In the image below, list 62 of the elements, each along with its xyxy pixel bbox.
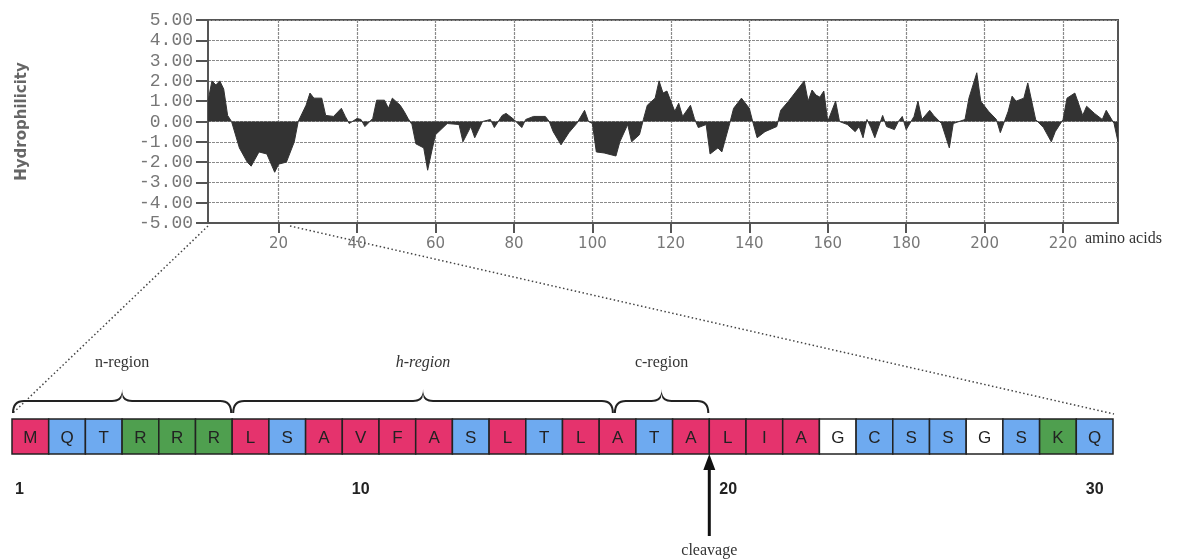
category-label: R [207, 427, 220, 447]
text: n-region [95, 353, 150, 371]
category-label: K [1052, 427, 1065, 447]
category-label: L [576, 427, 586, 447]
category-label: A [428, 427, 441, 447]
x-tick-label: 160 [813, 233, 843, 252]
category-label: G [977, 427, 992, 447]
x-tick-label: 40 [347, 233, 367, 252]
category-label: L [245, 427, 256, 447]
category-label: R [171, 427, 184, 447]
category-label: S [281, 427, 293, 447]
category-label: S [465, 427, 477, 447]
text: c-region [634, 353, 689, 371]
text: 20 [719, 480, 738, 497]
category-label: F [392, 427, 403, 447]
category-label: T [538, 427, 550, 447]
category-label: S [1015, 427, 1027, 447]
category-label: I [761, 427, 767, 447]
category-label: M [23, 427, 38, 447]
y-tick-label: 1.00 [149, 91, 193, 112]
y-tick-label: 3.00 [149, 50, 193, 71]
category-label: S [942, 427, 954, 447]
category-label: R [134, 427, 147, 447]
y-tick-label: 0.00 [149, 111, 193, 132]
x-tick-label: 200 [970, 233, 999, 252]
category-label: Q [1088, 427, 1102, 447]
category-label: A [685, 427, 698, 447]
category-label: S [905, 427, 917, 447]
category-label: Q [60, 427, 74, 447]
y-axis-title: Hydrophilicity [11, 61, 30, 181]
y-tick-label: 4.00 [149, 30, 193, 51]
y-tick-label: -3.00 [138, 172, 193, 193]
text: 1 [15, 480, 24, 497]
x-tick-label: 60 [425, 233, 446, 252]
x-tick-label: 220 [1048, 233, 1078, 252]
category-label: G [831, 427, 845, 447]
category-label: L [502, 427, 513, 447]
x-axis-title: amino acids [1085, 228, 1162, 246]
text: cleavage [681, 541, 738, 559]
x-tick-label: 20 [269, 233, 289, 252]
x-tick-label: 140 [734, 233, 764, 252]
category-label: A [318, 427, 331, 447]
y-tick-label: -5.00 [138, 213, 193, 233]
category-label: A [611, 427, 624, 447]
text: 30 [1085, 480, 1104, 497]
category-label: C [868, 427, 881, 447]
category-label: T [649, 427, 660, 447]
x-tick-label: 100 [578, 233, 607, 252]
text: 10 [351, 480, 370, 497]
category-label: L [722, 427, 733, 447]
y-tick-label: 2.00 [149, 70, 193, 91]
y-tick-label: 5.00 [149, 10, 193, 30]
x-tick-label: 80 [504, 233, 524, 252]
category-label: V [354, 427, 367, 447]
y-tick-label: -1.00 [138, 131, 193, 152]
text: h-region [395, 353, 451, 371]
y-tick-label: -2.00 [138, 152, 193, 173]
y-tick-label: -4.00 [138, 192, 193, 213]
x-tick-label: 120 [656, 233, 686, 252]
category-label: A [795, 427, 808, 447]
category-label: T [98, 427, 109, 447]
x-tick-label: 180 [891, 233, 921, 252]
